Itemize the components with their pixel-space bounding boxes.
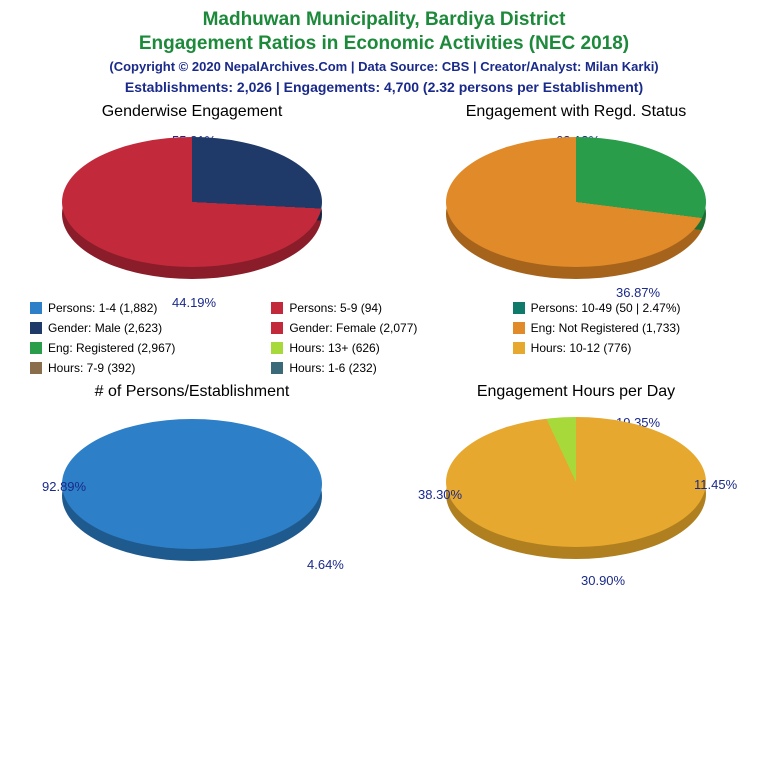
legend-swatch	[271, 302, 283, 314]
legend-item: Eng: Registered (2,967)	[30, 341, 255, 355]
legend-item: Eng: Not Registered (1,733)	[513, 321, 738, 335]
legend-text: Gender: Female (2,077)	[289, 321, 417, 335]
gender-pie-top	[62, 137, 322, 267]
legend-swatch	[513, 302, 525, 314]
hours-pct-right: 11.45%	[694, 477, 737, 492]
legend-swatch	[30, 302, 42, 314]
legend-item: Gender: Female (2,077)	[271, 321, 496, 335]
chart-gender: Genderwise Engagement 55.81% 44.19%	[22, 103, 362, 287]
persons-pct-right: 4.64%	[307, 557, 344, 572]
chart-persons: # of Persons/Establishment 92.89% 4.64%	[22, 383, 362, 569]
chart-hours: Engagement Hours per Day 19.35% 11.45% 3…	[406, 383, 746, 569]
chart-regd-title: Engagement with Regd. Status	[406, 103, 746, 121]
hours-pie-top	[446, 417, 706, 547]
legend-item: Hours: 10-12 (776)	[513, 341, 738, 355]
legend-swatch	[30, 342, 42, 354]
chart-persons-title: # of Persons/Establishment	[22, 383, 362, 401]
legend-item: Hours: 13+ (626)	[271, 341, 496, 355]
hours-pct-bottom: 30.90%	[581, 573, 625, 588]
gender-pct-bottom: 44.19%	[172, 295, 216, 310]
legend-item: Hours: 1-6 (232)	[271, 361, 496, 375]
legend-swatch	[513, 322, 525, 334]
charts-row-top: Genderwise Engagement 55.81% 44.19% Enga…	[0, 103, 768, 287]
title-line-1: Madhuwan Municipality, Bardiya District	[0, 8, 768, 32]
persons-pct-left: 92.89%	[42, 479, 86, 494]
legend-swatch	[271, 342, 283, 354]
chart-regd: Engagement with Regd. Status 63.13% 36.8…	[406, 103, 746, 287]
regd-pct-bottom: 36.87%	[616, 285, 660, 300]
stats-line: Establishments: 2,026 | Engagements: 4,7…	[0, 79, 768, 95]
copyright-line: (Copyright © 2020 NepalArchives.Com | Da…	[0, 59, 768, 74]
title-line-2: Engagement Ratios in Economic Activities…	[0, 32, 768, 56]
header: Madhuwan Municipality, Bardiya District …	[0, 0, 768, 97]
legend-item: Persons: 5-9 (94)	[271, 301, 496, 315]
legend-item: Persons: 1-4 (1,882)	[30, 301, 255, 315]
legend: Persons: 1-4 (1,882) Persons: 5-9 (94) Per…	[30, 301, 738, 375]
charts-row-bottom: # of Persons/Establishment 92.89% 4.64% …	[0, 383, 768, 569]
legend-text: Hours: 13+ (626)	[289, 341, 379, 355]
legend-text: Persons: 10-49 (50 | 2.47%)	[531, 301, 681, 315]
legend-item: Gender: Male (2,623)	[30, 321, 255, 335]
hours-pct-left: 38.30%	[418, 487, 462, 502]
legend-swatch	[513, 342, 525, 354]
legend-swatch	[271, 362, 283, 374]
legend-item: Hours: 7-9 (392)	[30, 361, 255, 375]
legend-swatch	[30, 322, 42, 334]
legend-text: Gender: Male (2,623)	[48, 321, 162, 335]
legend-text: Eng: Not Registered (1,733)	[531, 321, 680, 335]
regd-pie-top	[446, 137, 706, 267]
legend-item: Persons: 10-49 (50 | 2.47%)	[513, 301, 738, 315]
legend-text: Persons: 1-4 (1,882)	[48, 301, 157, 315]
legend-text: Persons: 5-9 (94)	[289, 301, 382, 315]
persons-pie-top	[62, 419, 322, 549]
chart-hours-title: Engagement Hours per Day	[406, 383, 746, 401]
legend-text: Hours: 7-9 (392)	[48, 361, 135, 375]
chart-gender-title: Genderwise Engagement	[22, 103, 362, 121]
legend-swatch	[30, 362, 42, 374]
legend-text: Eng: Registered (2,967)	[48, 341, 175, 355]
legend-text: Hours: 1-6 (232)	[289, 361, 376, 375]
legend-text: Hours: 10-12 (776)	[531, 341, 632, 355]
legend-swatch	[271, 322, 283, 334]
